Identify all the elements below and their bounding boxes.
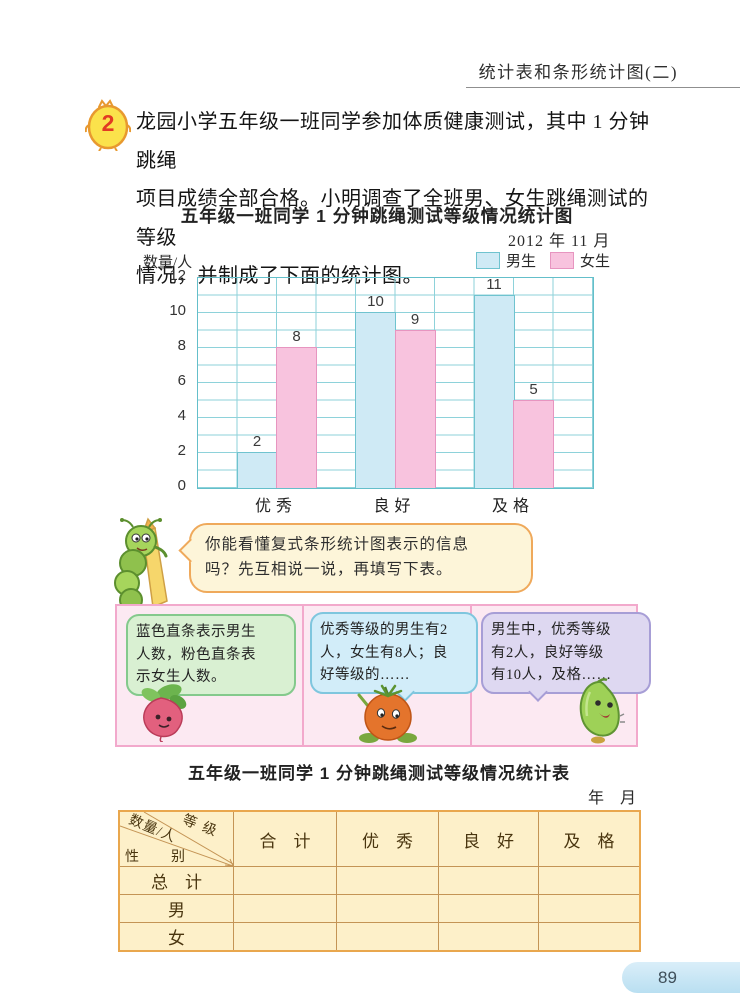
row-header-female: 女 [120,922,233,950]
blank-cell [233,894,336,922]
chapter-header: 统计表和条形统计图(二) [478,63,678,82]
problem-number: 2 [101,110,115,136]
blank-cell [438,894,538,922]
y-tick-label: 0 [177,477,186,494]
row-header-male: 男 [120,894,233,922]
plot-area: 2 10 11 8 9 5 [197,275,594,489]
gourd-character-icon [579,678,625,744]
y-tick-label: 4 [177,407,186,424]
bubble-line: 人，女生有8人；良 [320,644,448,661]
col-header-good: 良 好 [438,812,538,866]
y-tick-label: 2 [177,442,186,459]
chart-legend: 男生 女生 [476,250,610,271]
blank-cell [233,922,336,950]
hint-line: 你能看懂复式条形统计图表示的信息 [205,536,470,553]
blank-cell [438,866,538,894]
discussion-cell-3: 男生中，优秀等级 有2人，良好等级 有10人，及格…… [472,606,651,745]
caterpillar-character-icon [114,517,168,615]
bar-value-label: 8 [292,328,301,345]
table-date-blank: 年 月 [588,790,637,807]
bar-男生-良好 [355,312,396,488]
bar-value-label: 2 [252,433,262,450]
chart-date: 2012 年 11 月 [508,233,611,250]
blank-cell [538,894,639,922]
tomato-character-icon [357,684,417,743]
problem-statement: 龙园小学五年级一班同学参加体质健康测试，其中 1 分钟跳绳 项目成绩全部合格。小… [136,103,664,296]
y-tick-label: 12 [169,267,186,284]
chick-badge-icon [85,99,131,151]
col-header-excellent: 优 秀 [336,812,438,866]
y-tick-label: 10 [169,302,186,319]
bar-女生-良好 [394,329,436,488]
female-swatch-icon [550,252,575,269]
stats-table: 等级 数量/人 性 别 合 计 优 秀 良 好 及 格 总 计 男 女 [118,810,641,952]
hint-speech-bubble: 你能看懂复式条形统计图表示的信息 吗？先互相说一说，再填写下表。 [178,523,533,593]
y-tick-label: 8 [177,337,186,354]
blank-cell [336,866,438,894]
table-title: 五年级一班同学 1 分钟跳绳测试等级情况统计表 [188,764,570,783]
corner-label-gender: 性 别 [125,850,194,865]
bar-女生-及格 [513,399,554,488]
legend-label-female: 女生 [580,254,611,270]
blank-cell [336,922,438,950]
row-header-total: 总 计 [120,866,233,894]
legend-item-male: 男生 [476,250,536,271]
blank-cell [538,866,639,894]
legend-item-female: 女生 [550,250,610,271]
table-corner-cell: 等级 数量/人 性 别 [120,812,233,866]
bubble-line: 有2人，良好等级 [491,644,604,661]
bubble-line: 好等级的…… [320,667,410,683]
blank-cell [336,894,438,922]
col-header-pass: 及 格 [538,812,639,866]
bar-value-label: 11 [486,275,502,293]
discussion-panel: 蓝色直条表示男生 人数，粉色直条表 示女生人数。 优秀等级的男生有2 人，女生有… [115,604,651,747]
bar-value-label: 9 [410,310,420,328]
page-number-pill: 89 [622,962,740,993]
legend-label-male: 男生 [506,254,537,270]
bubble-line: 蓝色直条表示男生 [136,624,256,640]
speech-bubble-purple: 男生中，优秀等级 有2人，良好等级 有10人，及格…… [481,612,651,702]
col-header-total: 合 计 [233,812,336,866]
discussion-cell-2: 优秀等级的男生有2 人，女生有8人；良 好等级的…… [304,606,478,745]
discussion-cell-1: 蓝色直条表示男生 人数，粉色直条表 示女生人数。 [117,606,304,745]
bar-value-label: 5 [529,380,538,398]
male-swatch-icon [476,252,500,269]
corner-diagonals [120,812,233,866]
page-number: 89 [658,967,677,987]
bubble-line: 示女生人数。 [136,669,226,685]
hint-line: 吗？先互相说一说，再填写下表。 [205,561,453,578]
bar-value-label: 10 [367,293,384,310]
x-category-label: 及格 [491,498,534,515]
speech-bubble-green: 蓝色直条表示男生 人数，粉色直条表 示女生人数。 [126,614,296,704]
x-axis: 优秀 良好 及格 [197,492,592,516]
y-axis-title: 数量/人 [143,255,193,271]
bubble-line: 人数，粉色直条表 [136,646,256,663]
bubble-line: 男生中，优秀等级 [491,622,611,638]
blank-cell [233,866,336,894]
problem-line: 龙园小学五年级一班同学参加体质健康测试，其中 1 分钟跳绳 [136,111,650,172]
radish-character-icon [141,684,187,742]
blank-cell [538,922,639,950]
y-tick-label: 6 [177,372,186,389]
x-category-label: 优秀 [254,498,297,515]
x-category-label: 良好 [373,498,416,515]
bubble-line: 有10人，及格…… [491,667,612,683]
header-rule [466,87,740,88]
bar-男生-及格 [473,294,515,488]
bar-女生-优秀 [276,347,317,488]
problem-line: 项目成绩全部合格。小明调查了全班男、女生跳绳测试的等级 [136,188,649,249]
bar-男生-优秀 [236,452,278,488]
bubble-line: 优秀等级的男生有2 [320,622,448,638]
chart-title: 五年级一班同学 1 分钟跳绳测试等级情况统计图 [180,206,574,226]
speech-bubble-blue: 优秀等级的男生有2 人，女生有8人；良 好等级的…… [310,612,478,702]
y-axis: 0 2 4 6 8 10 12 [150,267,190,494]
blank-cell [438,922,538,950]
